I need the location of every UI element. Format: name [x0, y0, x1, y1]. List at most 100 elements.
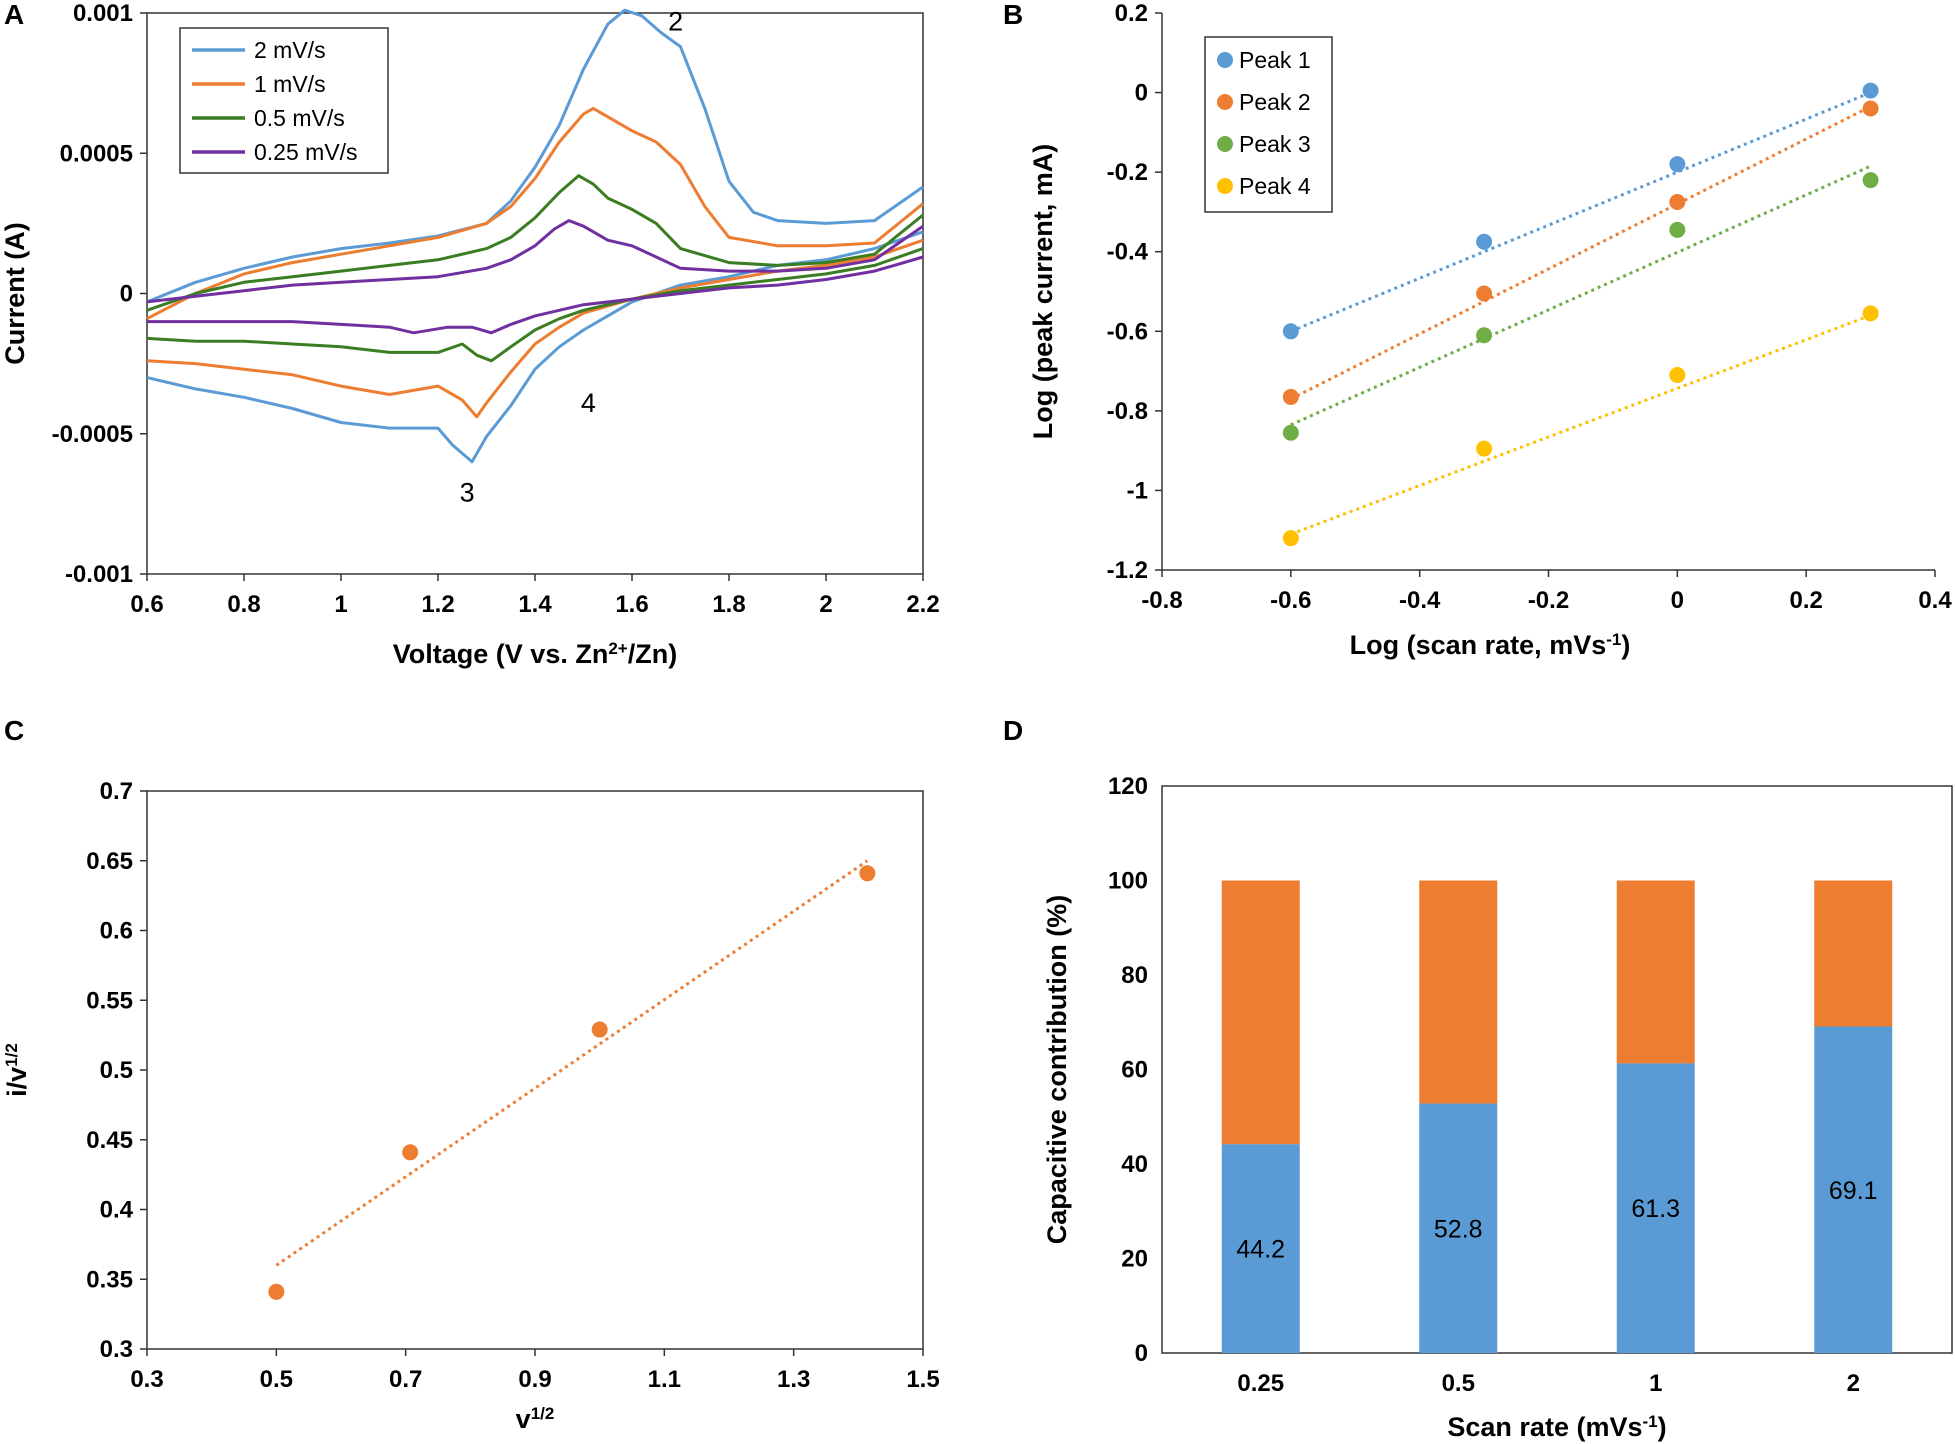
y-tick-label: 0.35 — [86, 1266, 133, 1293]
y-tick-label: 0 — [1135, 80, 1148, 107]
bar-data-label: 61.3 — [1631, 1195, 1680, 1223]
y-tick-label: 0.45 — [86, 1127, 133, 1154]
y-axis-label: i/v1/2 — [2, 1043, 33, 1097]
legend-box — [179, 27, 389, 174]
peak-annotation: 4 — [581, 388, 596, 418]
y-tick-label: -0.0005 — [52, 421, 133, 448]
y-axis-label-sup: 1/2 — [2, 1043, 21, 1067]
x-tick-label: 1.5 — [906, 1366, 939, 1393]
legend-label: 0.25 mV/s — [254, 139, 358, 165]
x-tick-label: 1.3 — [777, 1366, 810, 1393]
data-point — [402, 1144, 419, 1161]
bar-capacitive — [1419, 1103, 1498, 1353]
x-tick-label: 0.4 — [1918, 587, 1952, 614]
y-tick-label: -0.6 — [1107, 318, 1148, 345]
cv-curve-cathodic — [147, 255, 924, 335]
bar-data-label: 44.2 — [1236, 1236, 1285, 1264]
x-tick-label: -0.2 — [1528, 587, 1569, 614]
y-tick-label: 0.7 — [100, 778, 133, 805]
x-axis-label: v1/2 — [516, 1404, 555, 1435]
x-axis-label-main: v — [516, 1404, 531, 1434]
bar-capacitive — [1814, 1026, 1893, 1353]
y-tick-label: 20 — [1121, 1246, 1148, 1273]
x-tick-label: -0.4 — [1399, 587, 1441, 614]
legend: 2 mV/s 1 mV/s 0.5 mV/s 0.25 mV/s — [179, 27, 389, 174]
x-axis-label-sup: 1/2 — [531, 1404, 555, 1423]
legend-label: Peak 1 — [1239, 47, 1311, 73]
trendline — [275, 859, 869, 1267]
panel-b-log-chart: -0.8 -0.6 -0.4 -0.2 0 0.2 0.4 0.2 0 -0.2 -0.4 -0.6 -… — [1028, 0, 1952, 660]
y-tick-label: -0.8 — [1107, 398, 1148, 425]
x-axis-label: Log (scan rate, mVs-1) — [1350, 630, 1631, 661]
legend-label: 0.5 mV/s — [254, 105, 345, 131]
data-point — [1669, 367, 1686, 384]
x-tick-label: -0.6 — [1270, 587, 1311, 614]
data-point — [859, 865, 876, 882]
trendline — [1290, 313, 1872, 536]
legend-marker — [1217, 94, 1233, 110]
x-tick-label: 0.9 — [518, 1366, 551, 1393]
x-tick-label: 2 — [1847, 1370, 1860, 1397]
x-axis-label-main: Scan rate (mVs — [1447, 1412, 1642, 1442]
data-point — [1282, 388, 1299, 405]
data-point — [1282, 424, 1299, 441]
y-tick-label: -0.001 — [65, 561, 133, 588]
x-axis-label-end: ) — [1658, 1412, 1667, 1442]
x-axis-label-main: Log (scan rate, mVs — [1350, 630, 1607, 660]
y-tick-label: -0.2 — [1107, 159, 1148, 186]
x-axis-label-sup: -1 — [1606, 630, 1621, 649]
x-tick-label: 1.6 — [615, 591, 648, 618]
panel-a-cv-chart: 0.6 0.8 1 1.2 1.4 1.6 1.8 2 2.2 0.001 0.0005 0 -0.00… — [0, 0, 940, 669]
panel-label-a: A — [4, 0, 24, 30]
y-tick-label: 0 — [1135, 1340, 1148, 1367]
y-tick-label: 0.6 — [100, 918, 133, 945]
x-tick-label: 0.25 — [1237, 1370, 1284, 1397]
plot-area — [146, 790, 924, 1350]
data-point — [1862, 172, 1879, 189]
y-tick-label: 0.3 — [100, 1336, 133, 1363]
y-tick-label: 0.001 — [73, 0, 133, 27]
bar-diffusion — [1616, 880, 1695, 1064]
x-tick-label: 0.8 — [227, 591, 260, 618]
cv-curve-anodic — [146, 8, 924, 304]
data-point — [1669, 193, 1686, 210]
y-tick-label: 40 — [1121, 1151, 1148, 1178]
x-tick-label: -0.8 — [1141, 587, 1182, 614]
x-axis-label-sup: -1 — [1642, 1412, 1657, 1431]
peak-annotation: 2 — [668, 6, 683, 36]
bar-data-label: 69.1 — [1829, 1177, 1878, 1205]
panel-label-d: D — [1003, 715, 1023, 746]
legend-marker — [1217, 52, 1233, 68]
data-point — [1862, 305, 1879, 322]
legend-marker — [1217, 136, 1233, 152]
cv-curve-anodic — [146, 106, 924, 321]
y-tick-label: -0.4 — [1107, 239, 1149, 266]
x-tick-label: 1 — [1649, 1370, 1662, 1397]
x-axis-label-end: /Zn) — [628, 639, 677, 669]
trendline — [1290, 105, 1872, 401]
x-tick-label: 1.2 — [421, 591, 454, 618]
legend-label: 1 mV/s — [254, 71, 326, 97]
y-tick-label: -1 — [1127, 477, 1148, 504]
legend-marker — [1217, 178, 1233, 194]
y-tick-label: 0 — [120, 281, 133, 308]
x-tick-label: 1 — [334, 591, 347, 618]
data-point — [1476, 440, 1493, 457]
trendline — [1290, 164, 1872, 427]
bar-data-label: 52.8 — [1434, 1215, 1483, 1243]
panel-label-c: C — [4, 715, 24, 746]
y-axis-label-main: i/v — [2, 1067, 32, 1097]
bar-diffusion — [1814, 880, 1893, 1027]
y-tick-label: 0.4 — [100, 1197, 134, 1224]
data-point — [268, 1283, 285, 1300]
x-tick-label: 0.6 — [130, 591, 163, 618]
data-point — [1669, 221, 1686, 238]
plot-area — [1161, 785, 1953, 1354]
x-axis-label: Scan rate (mVs-1) — [1447, 1412, 1666, 1443]
data-point — [1476, 285, 1493, 302]
cv-curve-anodic — [146, 219, 924, 304]
cv-curve-cathodic — [146, 247, 924, 363]
y-tick-label: -1.2 — [1107, 557, 1148, 584]
y-tick-label: 120 — [1108, 773, 1148, 800]
